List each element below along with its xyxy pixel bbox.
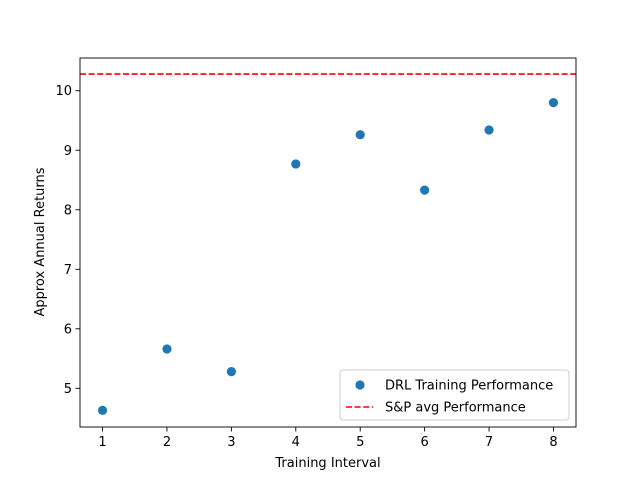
data-point <box>484 125 494 135</box>
y-tick-label: 6 <box>64 322 72 337</box>
x-tick-label: 3 <box>227 435 235 450</box>
x-axis-title: Training Interval <box>274 456 380 471</box>
y-tick-label: 9 <box>64 144 72 159</box>
y-tick-label: 8 <box>64 203 72 218</box>
data-point <box>420 185 430 195</box>
x-tick-label: 4 <box>292 435 300 450</box>
axes: 1 2 3 4 5 6 7 8 5 6 7 8 9 10 <box>55 57 577 450</box>
data-point <box>291 159 301 169</box>
data-point <box>97 405 108 415</box>
y-tick-label: 7 <box>64 263 72 278</box>
data-point <box>548 98 559 108</box>
x-tick-label: 2 <box>163 435 171 450</box>
legend-label: DRL Training Performance <box>385 379 553 394</box>
x-tick-label: 7 <box>485 435 493 450</box>
x-tick-label: 5 <box>356 435 364 450</box>
data-point <box>162 344 172 354</box>
legend-box <box>339 369 570 421</box>
legend: DRL Training Performance S&P avg Performa… <box>339 369 570 421</box>
axes-frame <box>79 57 577 428</box>
data-point <box>355 130 365 140</box>
plot-area <box>80 73 576 415</box>
y-tick-label: 5 <box>64 382 72 397</box>
x-tick-label: 1 <box>98 435 106 450</box>
legend-marker-scatter <box>355 380 365 390</box>
y-tick-label: 10 <box>55 84 72 99</box>
data-point <box>226 367 236 377</box>
x-tick-label: 6 <box>420 435 428 450</box>
y-axis-title: Approx Annual Returns <box>33 167 48 316</box>
x-tick-label: 8 <box>549 435 557 450</box>
legend-label: S&P avg Performance <box>385 401 526 416</box>
